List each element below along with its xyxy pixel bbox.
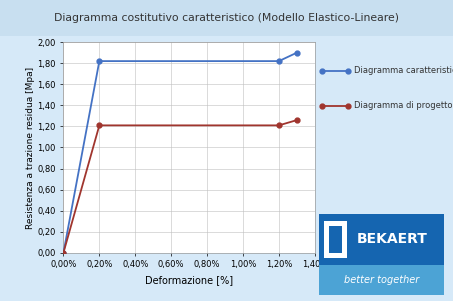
FancyBboxPatch shape — [324, 221, 347, 258]
Text: better together: better together — [344, 275, 419, 285]
Text: Diagramma di progetto SLU: Diagramma di progetto SLU — [353, 101, 453, 110]
Text: Diagramma costitutivo caratteristico (Modello Elastico-Lineare): Diagramma costitutivo caratteristico (Mo… — [54, 13, 399, 23]
Line: Diagramma di progetto SLU: Diagramma di progetto SLU — [61, 118, 299, 255]
Diagramma di progetto SLU — [61, 251, 66, 255]
Diagramma di progetto SLU — [276, 123, 282, 127]
Text: BEKAERT: BEKAERT — [357, 232, 428, 246]
Diagramma caratteristico — [96, 59, 102, 63]
Diagramma di progetto SLU — [96, 123, 102, 127]
Diagramma di progetto SLU — [294, 118, 299, 122]
FancyBboxPatch shape — [329, 226, 342, 253]
Diagramma caratteristico — [294, 51, 299, 54]
Diagramma caratteristico — [61, 251, 66, 255]
Y-axis label: Resistenza a trazione residua [Mpa]: Resistenza a trazione residua [Mpa] — [25, 67, 34, 228]
Text: Diagramma caratteristico: Diagramma caratteristico — [353, 66, 453, 75]
Diagramma caratteristico — [276, 59, 282, 63]
Line: Diagramma caratteristico: Diagramma caratteristico — [61, 50, 299, 255]
X-axis label: Deformazione [%]: Deformazione [%] — [145, 275, 233, 285]
